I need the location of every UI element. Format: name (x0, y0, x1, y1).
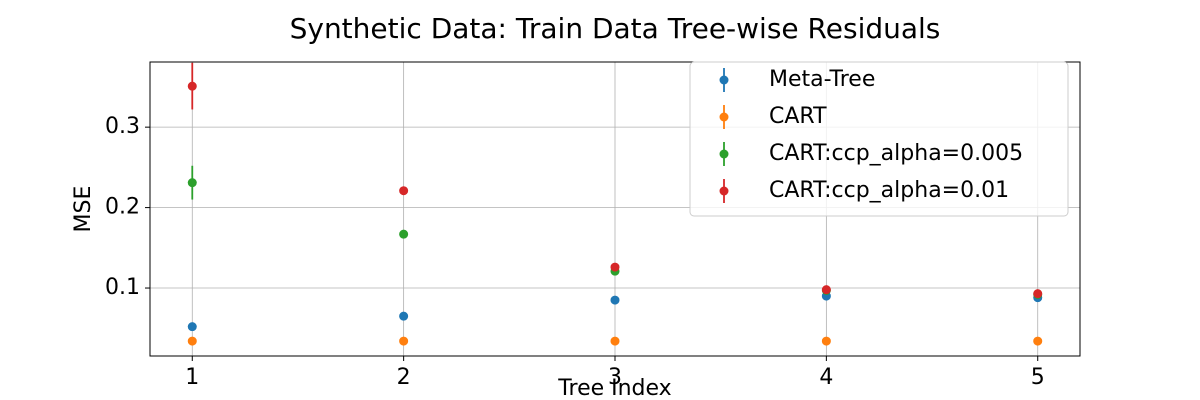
plot-frame (149, 61, 1081, 357)
legend-label: CART:ccp_alpha=0.01 (769, 178, 1009, 203)
data-point (821, 285, 831, 295)
legend-marker (719, 75, 729, 85)
data-point (399, 336, 409, 346)
chart-title: Synthetic Data: Train Data Tree-wise Res… (290, 12, 941, 45)
legend-label: CART (769, 104, 827, 129)
legend-marker (719, 149, 729, 159)
x-tick-label: 3 (608, 365, 622, 390)
data-point (187, 322, 197, 332)
data-point (1033, 336, 1043, 346)
data-point (399, 186, 409, 196)
data-point (187, 81, 197, 91)
data-point (610, 262, 620, 272)
data-point (1033, 289, 1043, 299)
data-point (187, 336, 197, 346)
y-tick-label: 0.1 (105, 275, 140, 300)
data-point (187, 178, 197, 188)
x-tick-label: 1 (185, 365, 199, 390)
legend-marker (719, 112, 729, 122)
y-tick-label: 0.2 (105, 195, 140, 220)
x-axis-label: Tree Index (557, 376, 671, 400)
data-point (399, 229, 409, 239)
data-point (610, 336, 620, 346)
legend-label: Meta-Tree (769, 67, 875, 92)
data-point (821, 336, 831, 346)
x-tick-label: 4 (819, 365, 833, 390)
x-tick-label: 5 (1031, 365, 1045, 390)
legend-box (689, 61, 1069, 217)
y-tick-label: 0.3 (105, 114, 140, 139)
x-tick-label: 2 (397, 365, 411, 390)
legend: Meta-Tree CART CART:ccp_alpha=0.005 CART:cc… (689, 61, 1069, 217)
legend-marker (719, 186, 729, 196)
data-point (610, 295, 620, 305)
data-point (399, 311, 409, 321)
legend-label: CART:ccp_alpha=0.005 (769, 141, 1023, 166)
y-axis-label: MSE (71, 186, 96, 233)
